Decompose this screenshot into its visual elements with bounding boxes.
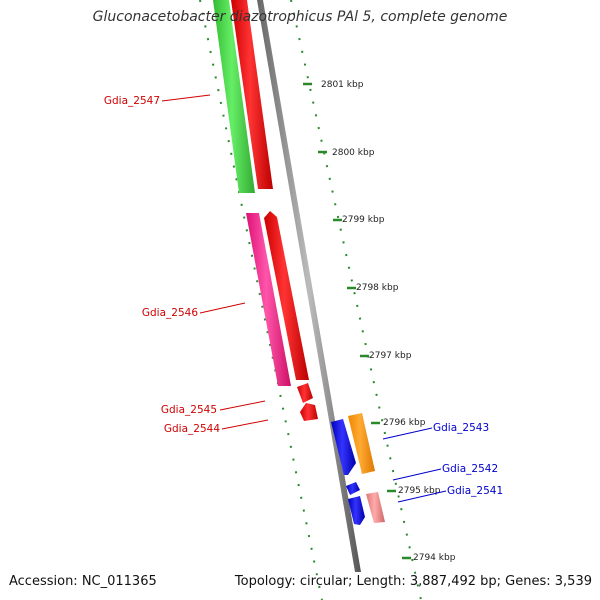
- gene-label-2545: Gdia_2545: [161, 404, 217, 416]
- gene-2542-blue-small: [346, 482, 360, 495]
- tick-label: 2801 kbp: [321, 80, 364, 90]
- tick-label: 2794 kbp: [413, 553, 456, 563]
- gene-label-2541: Gdia_2541: [447, 485, 503, 497]
- tick-marks: [303, 82, 411, 560]
- gene-2543-orange: [348, 413, 375, 474]
- gene-2545-red: [297, 383, 313, 403]
- gene-2547-green: [213, 0, 255, 193]
- gene-2542-blue: [348, 496, 365, 525]
- map-title: Gluconacetobacter diazotrophicus PAl 5, …: [92, 9, 508, 25]
- gene-2546-pink: [246, 213, 291, 386]
- tick-label: 2799 kbp: [342, 215, 385, 225]
- leader-lines: [161, 94, 447, 503]
- gene-label-2547: Gdia_2547: [104, 95, 160, 107]
- tick-label: 2798 kbp: [356, 283, 399, 293]
- gene-label-2543: Gdia_2543: [433, 422, 489, 434]
- inner-dotted-track: [199, 0, 323, 600]
- gene-label-2546: Gdia_2546: [142, 307, 198, 319]
- gene-2544-red: [300, 403, 318, 421]
- tick-label: 2797 kbp: [369, 351, 412, 361]
- tick-label: 2796 kbp: [383, 418, 426, 428]
- gene-label-2542: Gdia_2542: [442, 463, 498, 475]
- topology-text: Topology: circular; Length: 3,887,492 bp…: [234, 574, 592, 589]
- gene-red-long: [264, 211, 309, 380]
- tick-label: 2795 kbp: [398, 486, 441, 496]
- gene-2541-salmon: [366, 492, 385, 523]
- tick-label: 2800 kbp: [332, 148, 375, 158]
- accession-text: Accession: NC_011365: [9, 574, 157, 589]
- gene-label-2544: Gdia_2544: [164, 423, 220, 435]
- gene-red-top: [231, 0, 273, 189]
- gene-2543-blue: [331, 419, 356, 475]
